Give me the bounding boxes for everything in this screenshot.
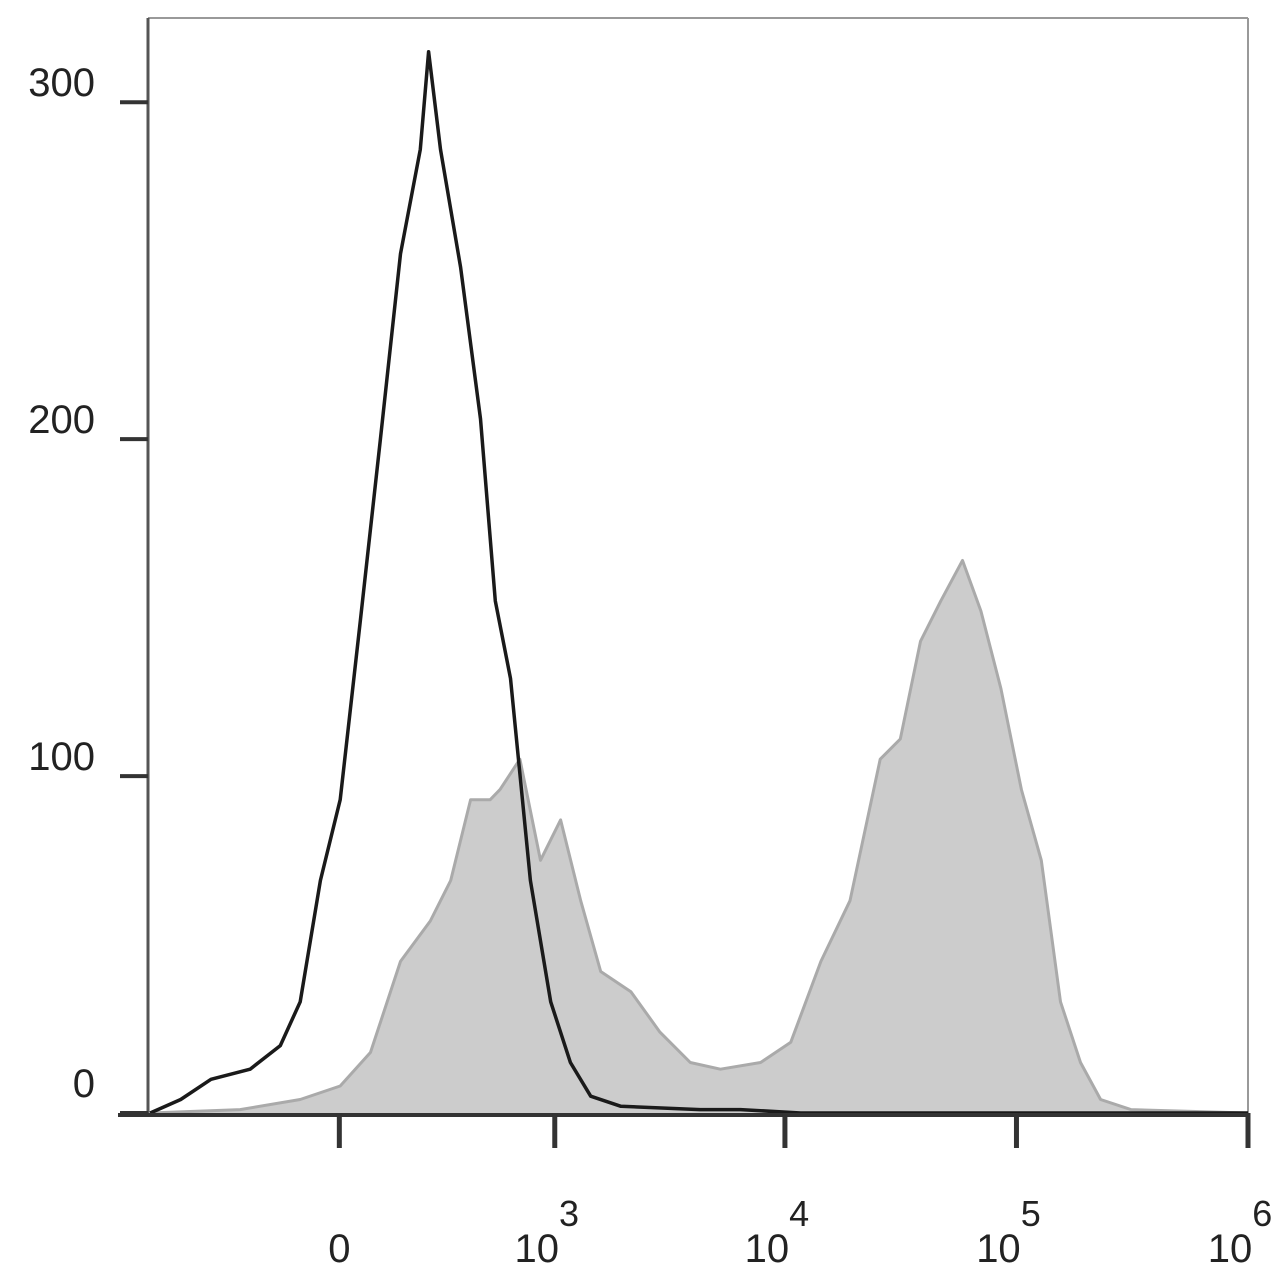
x-tick-exponent: 5 xyxy=(1021,1193,1041,1234)
x-tick-label: 105 xyxy=(976,1193,1041,1271)
histogram-area xyxy=(150,560,1249,1113)
x-tick-label: 106 xyxy=(1208,1193,1273,1271)
y-tick-label: 100 xyxy=(28,735,95,779)
x-tick-label: 0 xyxy=(328,1227,350,1271)
x-tick-base: 10 xyxy=(1208,1227,1253,1271)
y-tick-label: 300 xyxy=(28,61,95,105)
x-tick-base: 10 xyxy=(976,1227,1021,1271)
x-tick-exponent: 4 xyxy=(789,1193,809,1234)
x-tick-base: 10 xyxy=(515,1227,560,1271)
y-tick-label: 0 xyxy=(73,1062,95,1106)
x-tick-exponent: 3 xyxy=(559,1193,579,1234)
x-tick-label: 103 xyxy=(515,1193,580,1271)
histogram-line xyxy=(149,49,1248,1115)
x-tick-base: 10 xyxy=(745,1227,790,1271)
histogram-line xyxy=(150,558,1249,1115)
x-tick-exponent: 6 xyxy=(1252,1193,1272,1234)
x-tick-label: 104 xyxy=(745,1193,810,1271)
y-tick-label: 200 xyxy=(28,398,95,442)
